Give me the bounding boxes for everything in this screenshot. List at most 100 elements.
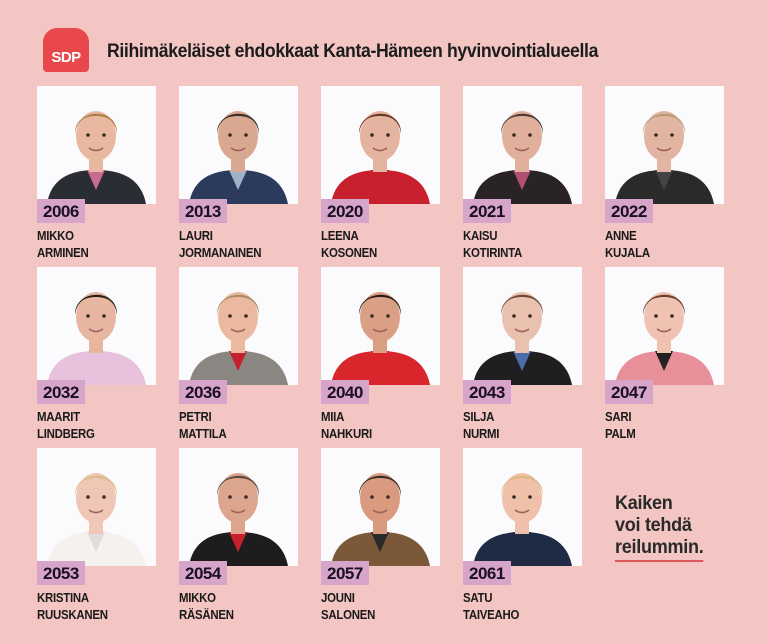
slogan-line-3: reilummin. bbox=[615, 537, 704, 562]
candidate-first-name: Kaisu bbox=[463, 228, 498, 243]
candidate-photo bbox=[605, 267, 724, 385]
candidate-number: 2057 bbox=[321, 561, 369, 585]
candidate-first-name: Petri bbox=[179, 409, 212, 424]
candidate-name: Lauri Jormanainen bbox=[179, 227, 262, 261]
candidate-number: 2036 bbox=[179, 380, 227, 404]
candidate-last-name: Kosonen bbox=[321, 245, 378, 260]
sdp-logo: SDP bbox=[43, 28, 89, 72]
candidate-photo bbox=[179, 267, 298, 385]
portrait-icon bbox=[321, 267, 440, 385]
candidate-name: Kaisu Kotirinta bbox=[463, 227, 522, 261]
portrait-icon bbox=[463, 267, 582, 385]
candidate-card: 2043 Silja Nurmi bbox=[463, 267, 582, 441]
portrait-icon bbox=[605, 86, 724, 204]
candidate-first-name: Silja bbox=[463, 409, 495, 424]
candidate-name: Petri Mattila bbox=[179, 408, 227, 442]
candidate-photo bbox=[179, 448, 298, 566]
slogan-line-1: Kaiken bbox=[615, 493, 673, 514]
candidate-photo bbox=[321, 267, 440, 385]
candidate-number: 2061 bbox=[463, 561, 511, 585]
candidate-card: 2036 Petri Mattila bbox=[179, 267, 298, 441]
candidate-number: 2054 bbox=[179, 561, 227, 585]
portrait-icon bbox=[179, 267, 298, 385]
candidate-first-name: Miia bbox=[321, 409, 345, 424]
candidate-first-name: Kristina bbox=[37, 590, 89, 605]
candidate-photo bbox=[463, 267, 582, 385]
candidate-name: Anne Kujala bbox=[605, 227, 650, 261]
candidate-last-name: Lindberg bbox=[37, 426, 95, 441]
candidate-photo bbox=[463, 86, 582, 204]
candidate-photo bbox=[179, 86, 298, 204]
slogan-line-2: voi tehdä bbox=[615, 515, 692, 536]
candidate-photo bbox=[321, 86, 440, 204]
candidate-name: Satu Taiveaho bbox=[463, 589, 519, 623]
portrait-icon bbox=[605, 267, 724, 385]
candidate-name: Maarit Lindberg bbox=[37, 408, 95, 442]
candidate-name: Silja Nurmi bbox=[463, 408, 499, 442]
candidate-name: Mikko Räsänen bbox=[179, 589, 234, 623]
candidate-last-name: Taiveaho bbox=[463, 607, 520, 622]
portrait-icon bbox=[321, 448, 440, 566]
candidate-photo bbox=[37, 86, 156, 204]
candidate-first-name: Mikko bbox=[37, 228, 74, 243]
candidate-card: 2047 Sari Palm bbox=[605, 267, 724, 441]
candidate-number: 2013 bbox=[179, 199, 227, 223]
candidate-number: 2032 bbox=[37, 380, 85, 404]
candidate-last-name: Kotirinta bbox=[463, 245, 523, 260]
portrait-icon bbox=[37, 448, 156, 566]
candidate-card: 2054 Mikko Räsänen bbox=[179, 448, 298, 622]
candidate-card: 2006 Mikko Arminen bbox=[37, 86, 156, 260]
candidate-photo bbox=[37, 448, 156, 566]
candidate-photo bbox=[321, 448, 440, 566]
candidate-last-name: Räsänen bbox=[179, 607, 234, 622]
candidate-first-name: Lauri bbox=[179, 228, 213, 243]
candidate-last-name: Salonen bbox=[321, 607, 376, 622]
page-title: Riihimäkeläiset ehdokkaat Kanta-Hämeen h… bbox=[107, 41, 599, 62]
candidate-card: 2053 Kristina Ruuskanen bbox=[37, 448, 156, 622]
candidate-name: Miia Nahkuri bbox=[321, 408, 372, 442]
candidate-card: 2022 Anne Kujala bbox=[605, 86, 724, 260]
candidate-photo bbox=[463, 448, 582, 566]
candidate-photo bbox=[37, 267, 156, 385]
portrait-icon bbox=[321, 86, 440, 204]
candidate-last-name: Kujala bbox=[605, 245, 650, 260]
candidate-last-name: Arminen bbox=[37, 245, 89, 260]
candidate-card: 2061 Satu Taiveaho bbox=[463, 448, 582, 622]
candidate-first-name: Anne bbox=[605, 228, 637, 243]
candidate-name: Kristina Ruuskanen bbox=[37, 589, 108, 623]
candidate-number: 2043 bbox=[463, 380, 511, 404]
portrait-icon bbox=[37, 267, 156, 385]
candidate-first-name: Jouni bbox=[321, 590, 355, 605]
portrait-icon bbox=[37, 86, 156, 204]
candidate-number: 2020 bbox=[321, 199, 369, 223]
candidate-last-name: Ruuskanen bbox=[37, 607, 108, 622]
candidate-name: Jouni Salonen bbox=[321, 589, 375, 623]
candidate-last-name: Nahkuri bbox=[321, 426, 372, 441]
candidate-card: 2021 Kaisu Kotirinta bbox=[463, 86, 582, 260]
candidate-number: 2047 bbox=[605, 380, 653, 404]
candidate-last-name: Mattila bbox=[179, 426, 227, 441]
candidate-card: 2013 Lauri Jormanainen bbox=[179, 86, 298, 260]
candidate-name: Leena Kosonen bbox=[321, 227, 377, 261]
portrait-icon bbox=[179, 448, 298, 566]
candidate-first-name: Leena bbox=[321, 228, 359, 243]
candidate-number: 2040 bbox=[321, 380, 369, 404]
portrait-icon bbox=[463, 86, 582, 204]
candidate-last-name: Jormanainen bbox=[179, 245, 262, 260]
candidate-first-name: Sari bbox=[605, 409, 632, 424]
logo-text: SDP bbox=[51, 49, 81, 66]
candidate-last-name: Nurmi bbox=[463, 426, 500, 441]
candidate-number: 2022 bbox=[605, 199, 653, 223]
candidate-number: 2021 bbox=[463, 199, 511, 223]
candidate-number: 2053 bbox=[37, 561, 85, 585]
candidate-number: 2006 bbox=[37, 199, 85, 223]
candidate-last-name: Palm bbox=[605, 426, 636, 441]
candidate-card: 2057 Jouni Salonen bbox=[321, 448, 440, 622]
candidate-card: 2032 Maarit Lindberg bbox=[37, 267, 156, 441]
candidate-card: 2040 Miia Nahkuri bbox=[321, 267, 440, 441]
portrait-icon bbox=[463, 448, 582, 566]
candidate-first-name: Maarit bbox=[37, 409, 80, 424]
candidate-photo bbox=[605, 86, 724, 204]
slogan: Kaiken voi tehdä reilummin. bbox=[615, 493, 704, 562]
candidate-card: 2020 Leena Kosonen bbox=[321, 86, 440, 260]
